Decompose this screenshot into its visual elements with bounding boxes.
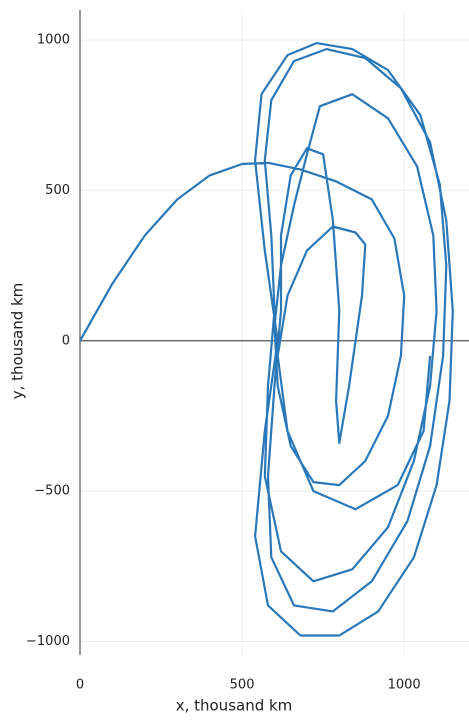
y-tick-label: −500: [34, 484, 70, 499]
y-tick-label: −1000: [26, 634, 70, 649]
y-axis-label: y, thousand km: [9, 283, 27, 400]
y-tick-label: 1000: [37, 33, 70, 48]
y-tick-label: 0: [62, 333, 70, 348]
x-tick-label: 0: [76, 678, 84, 693]
x-axis-label: x, thousand km: [176, 697, 293, 715]
x-tick-label: 500: [230, 678, 255, 693]
y-tick-label: 500: [45, 183, 70, 198]
x-tick-label: 1000: [388, 678, 421, 693]
trajectory-line: [79, 42, 454, 637]
